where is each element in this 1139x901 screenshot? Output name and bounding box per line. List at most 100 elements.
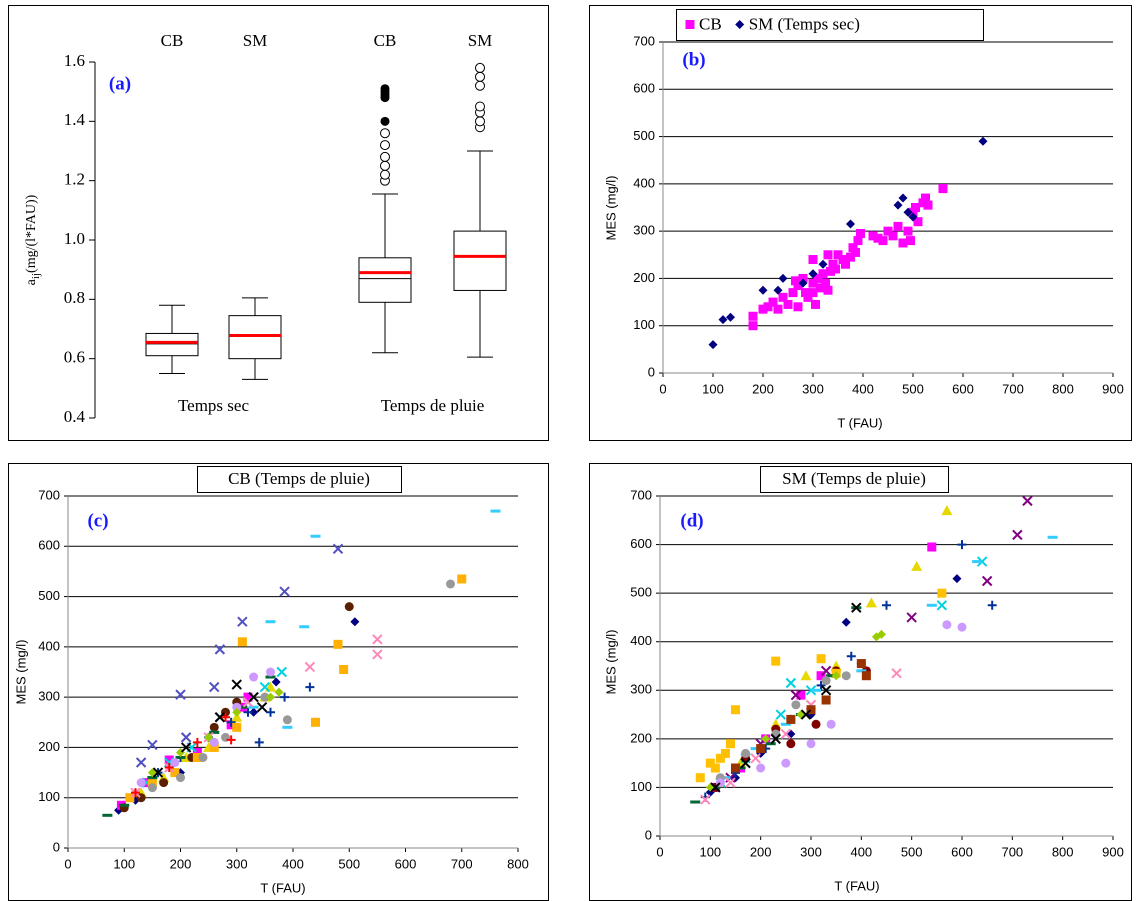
point <box>446 579 455 589</box>
point <box>209 737 219 747</box>
point <box>798 278 808 288</box>
chart-title: SM (Temps de pluie) <box>782 469 926 488</box>
title-box <box>197 466 402 493</box>
x-tick-label: 600 <box>951 844 973 859</box>
point <box>873 233 883 243</box>
point <box>741 748 751 758</box>
point <box>831 264 840 274</box>
point <box>192 737 202 747</box>
point <box>249 707 259 717</box>
point <box>791 276 800 286</box>
point <box>780 722 791 726</box>
point <box>846 219 855 229</box>
y-tick-label: 400 <box>630 633 652 648</box>
outlier <box>380 160 390 171</box>
panel-label: (a) <box>109 73 131 94</box>
point <box>828 259 838 269</box>
point <box>771 656 781 666</box>
point <box>758 285 768 295</box>
outlier <box>380 140 390 151</box>
y-tick-label: 600 <box>38 538 60 553</box>
point <box>906 612 917 623</box>
y-tick-label: 500 <box>630 585 652 600</box>
point <box>820 665 832 677</box>
x-tick-label: 100 <box>702 381 724 396</box>
point <box>715 753 725 763</box>
point <box>848 243 858 253</box>
x-tick-label: 100 <box>699 844 721 859</box>
point <box>957 622 967 632</box>
point <box>271 677 281 687</box>
x-tick-label: 600 <box>952 381 974 396</box>
point <box>266 667 275 677</box>
point <box>821 695 831 705</box>
point <box>226 717 236 727</box>
point <box>209 722 219 732</box>
point <box>778 273 788 283</box>
point <box>332 543 344 555</box>
point <box>811 299 820 309</box>
point <box>911 560 923 571</box>
point <box>176 773 185 783</box>
point <box>170 758 180 768</box>
y-tick-label: 1.4 <box>64 110 86 129</box>
point <box>791 700 801 710</box>
point <box>731 763 740 773</box>
point <box>265 675 276 679</box>
point <box>761 734 771 744</box>
point <box>826 719 836 729</box>
point <box>773 285 783 295</box>
point <box>310 534 321 538</box>
panel-frame <box>589 463 1132 901</box>
box <box>453 230 507 291</box>
point <box>823 250 833 260</box>
point <box>818 269 828 279</box>
point <box>952 574 962 584</box>
y-tick-label: 400 <box>633 175 655 190</box>
point <box>893 221 903 231</box>
point <box>266 707 275 717</box>
point <box>846 252 855 262</box>
point <box>333 639 343 649</box>
point <box>304 661 316 673</box>
point <box>1022 495 1033 507</box>
y-tick-label: 300 <box>633 223 655 238</box>
point <box>735 766 746 770</box>
y-tick-label: 300 <box>38 689 60 704</box>
category-label: SM <box>243 31 268 50</box>
outlier <box>475 71 485 82</box>
point <box>237 616 248 627</box>
y-tick-label: 0.6 <box>64 348 85 367</box>
point <box>903 226 913 236</box>
point <box>276 666 287 678</box>
point <box>232 707 242 717</box>
point <box>898 238 908 248</box>
point <box>833 250 843 260</box>
point <box>898 193 908 203</box>
legend-marker <box>685 20 695 29</box>
point <box>780 728 792 740</box>
y-tick-label: 500 <box>633 128 655 143</box>
point <box>770 733 781 745</box>
point <box>344 602 354 612</box>
point <box>718 315 728 325</box>
point <box>841 259 850 269</box>
point <box>972 560 983 564</box>
point <box>786 739 796 749</box>
point <box>243 692 253 702</box>
point <box>808 269 818 279</box>
point <box>868 231 878 241</box>
point <box>731 705 740 715</box>
point <box>175 689 186 700</box>
y-tick-label: 0 <box>648 364 655 379</box>
point <box>147 778 157 788</box>
y-tick-label: 100 <box>38 789 60 804</box>
point <box>209 742 219 752</box>
point <box>180 732 192 743</box>
point <box>254 737 264 747</box>
point <box>790 689 802 701</box>
y-tick-label: 700 <box>633 33 655 48</box>
point <box>778 292 788 302</box>
point <box>192 747 202 757</box>
point <box>750 747 761 751</box>
